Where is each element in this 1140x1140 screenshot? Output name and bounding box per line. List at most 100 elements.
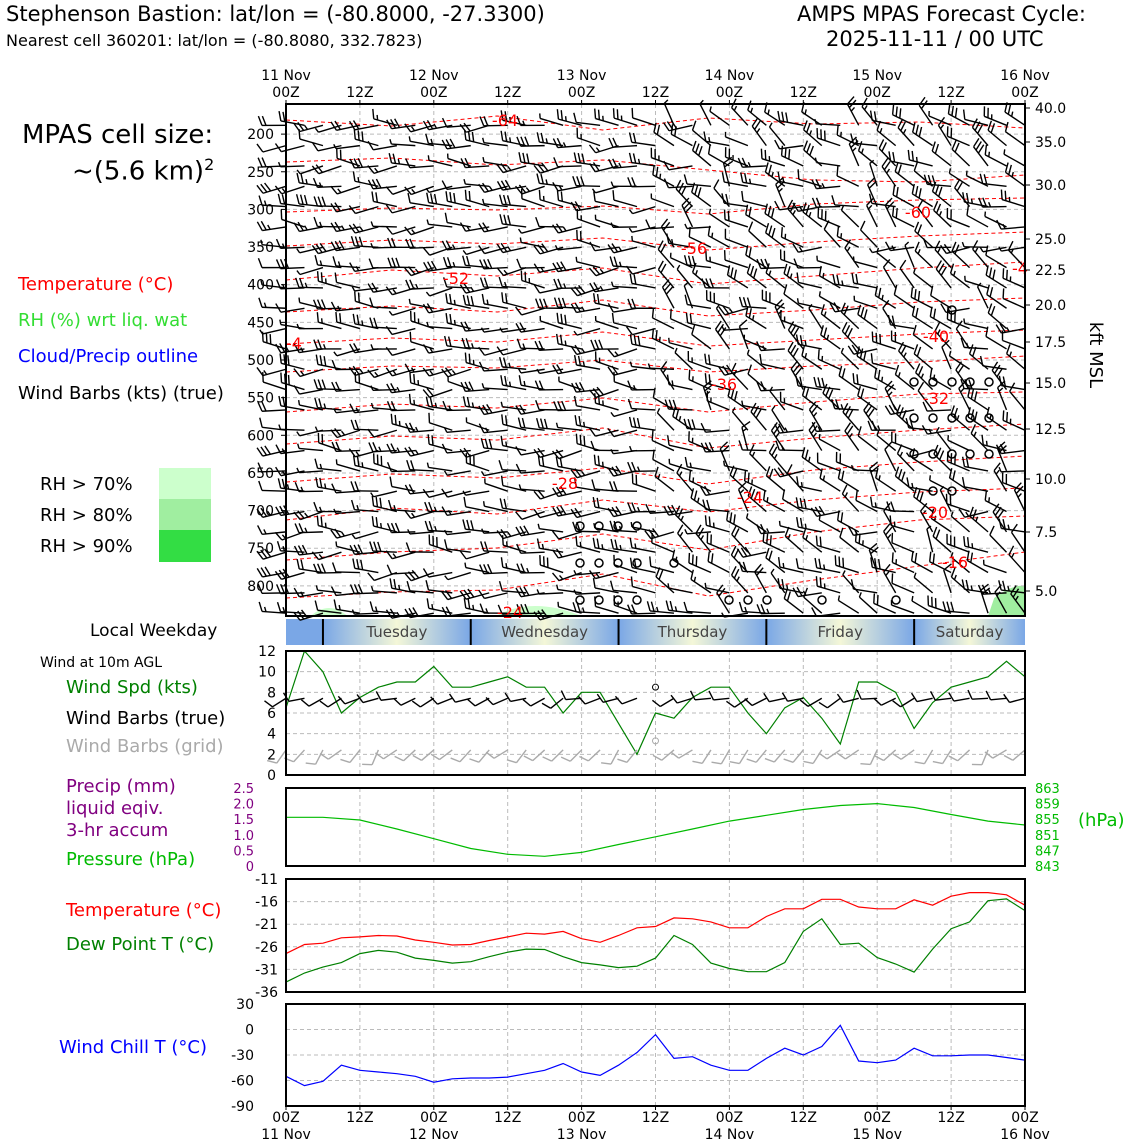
barb-flag [808,401,817,411]
barb-flag [257,462,263,473]
wind-barb [985,690,1007,701]
wind-barb [467,697,490,707]
barb-flag [594,339,600,350]
barb-flag [801,345,805,356]
barb-flag [459,284,467,294]
barb-flag [282,111,286,122]
wind-barb [311,164,342,175]
wind-barb [258,601,287,614]
wind-barb [386,118,416,130]
barb-flag [570,345,578,355]
wind-barb [773,467,804,478]
barb-flag [974,121,981,131]
barb-flag [867,420,873,431]
barb-flag [752,315,755,321]
wind-barb [367,140,397,151]
cloud-marker [984,377,994,387]
barb-flag [486,299,489,305]
barb-staff [981,749,989,765]
barb-flag [354,481,360,492]
barb-flag [485,608,489,614]
barb-flag [424,501,429,512]
wind-barb [683,601,711,614]
barb-flag [672,406,676,417]
barb-flag [748,247,752,258]
wind-barb [756,604,785,615]
calm-marker [652,683,659,691]
wind-barb [629,445,656,452]
barb-staff [1010,531,1026,553]
wind-barb [516,543,545,554]
wind-barb [652,449,675,472]
barb-staff [841,330,860,350]
barb-flag [1002,376,1006,387]
windchill-tick-label: -90 [231,1099,254,1115]
barb-flag [314,600,319,611]
wind-barb [657,240,675,269]
barb-staff [686,610,711,614]
barb-flag [730,388,735,399]
wind-barb [316,312,342,330]
barb-flag [294,277,300,288]
barb-flag [386,383,393,394]
barb-flag [551,450,560,460]
barb-staff [392,185,416,195]
barb-flag [330,185,338,195]
barb-flag [818,752,828,760]
barb-flag [818,515,821,521]
barb-staff [520,531,545,537]
barb-flag [275,343,282,354]
barb-flag [298,129,301,140]
barb-staff [884,205,897,228]
cloud-marker [947,486,957,496]
barb-staff [720,749,731,765]
barb-flag [554,245,559,251]
wind-barb [795,558,822,574]
wind-barb [553,278,582,290]
wind-barb [704,373,730,391]
wind-barb [536,368,564,375]
wind-barb [515,184,545,195]
barb-staff [1009,697,1026,704]
barb-flag [759,353,763,365]
wind-barb [312,177,342,188]
pressure-tick-label: 500 [247,353,274,369]
barb-flag [371,179,378,189]
barb-flag [441,443,448,454]
wind-barb [556,584,582,594]
wind-barb [708,208,730,228]
wind-barb [570,201,601,212]
wind-barb [820,325,841,350]
barb-flag [519,322,526,332]
barb-staff [691,191,712,208]
barb-staff [818,519,841,533]
barb-flag [428,501,433,512]
barb-staff [872,362,896,370]
barb-staff [362,697,379,704]
barb-flag [802,527,807,538]
wind-barb [317,432,342,452]
barb-staff [913,170,934,187]
barb-flag [811,197,817,208]
wind-barb [820,304,841,330]
barb-staff [299,388,324,395]
barb-flag [560,690,567,700]
wind-barb [450,749,472,763]
barb-flag [265,332,268,343]
wind-barb [613,554,638,574]
barb-flag [462,294,467,305]
barb-flag [691,182,696,193]
wind-barb [500,110,527,126]
wind-barb [428,534,453,553]
wind-barb [573,112,601,126]
wind-barb [910,287,933,309]
precip-pressure-frame [285,787,1026,867]
barb-flag [466,255,470,266]
barb-flag [317,339,323,350]
barb-flag [319,221,323,227]
height-tick-label: 5.0 [1035,584,1057,600]
barb-staff [336,463,361,472]
wind-barb [570,507,601,519]
wind-barb [515,306,545,316]
barb-flag [774,139,781,150]
